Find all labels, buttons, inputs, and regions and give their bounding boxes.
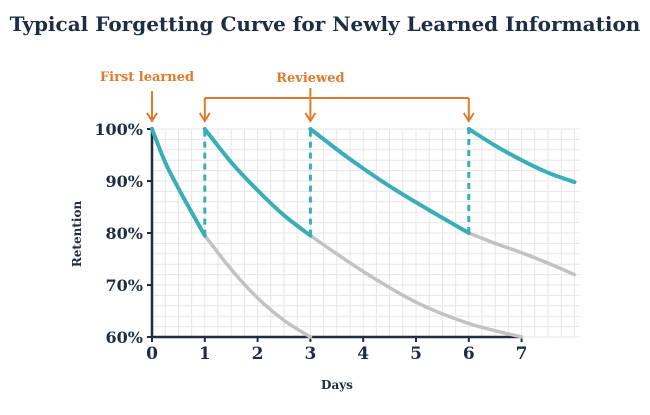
axes: 0 1 2 3 4 5 6 7 100% 90% 80% 70% 60% — [94, 120, 527, 364]
x-tick-label: 4 — [357, 344, 369, 364]
y-axis-title: Retention — [70, 201, 84, 268]
y-tick-label: 90% — [106, 172, 143, 191]
y-tick-label: 100% — [94, 120, 143, 139]
retention-curve-line — [202, 127, 313, 238]
chart-title: Typical Forgetting Curve for Newly Learn… — [9, 12, 641, 36]
x-axis-title: Days — [321, 378, 353, 392]
x-tick-label: 1 — [199, 344, 211, 364]
x-tick-label: 7 — [516, 344, 528, 364]
retention-curve-line — [466, 127, 577, 185]
y-tick-label: 60% — [106, 328, 143, 347]
x-tick-label: 5 — [410, 344, 422, 364]
y-tick-label: 80% — [106, 224, 143, 243]
decay-curve-line — [203, 233, 313, 339]
grid — [151, 128, 580, 338]
reviewed-arrow-head — [198, 112, 211, 123]
decay-curve-line — [308, 233, 524, 339]
reviewed-arrow-head — [462, 112, 475, 123]
series — [150, 127, 577, 339]
x-tick-label: 3 — [304, 344, 316, 364]
x-tick-label: 2 — [252, 344, 264, 364]
decay-curve-line — [467, 231, 577, 277]
reviewed-label: Reviewed — [276, 71, 344, 86]
reviewed-arrow-head — [304, 112, 317, 123]
annotations: First learned Reviewed — [100, 70, 475, 123]
x-tick-label: 6 — [463, 344, 475, 364]
y-tick-label: 70% — [106, 276, 143, 295]
retention-curve-line — [308, 127, 471, 235]
retention-curve-line — [150, 127, 207, 238]
first-learned-arrow-head — [146, 112, 158, 123]
x-tick-label: 0 — [146, 344, 158, 364]
first-learned-label: First learned — [100, 70, 194, 85]
